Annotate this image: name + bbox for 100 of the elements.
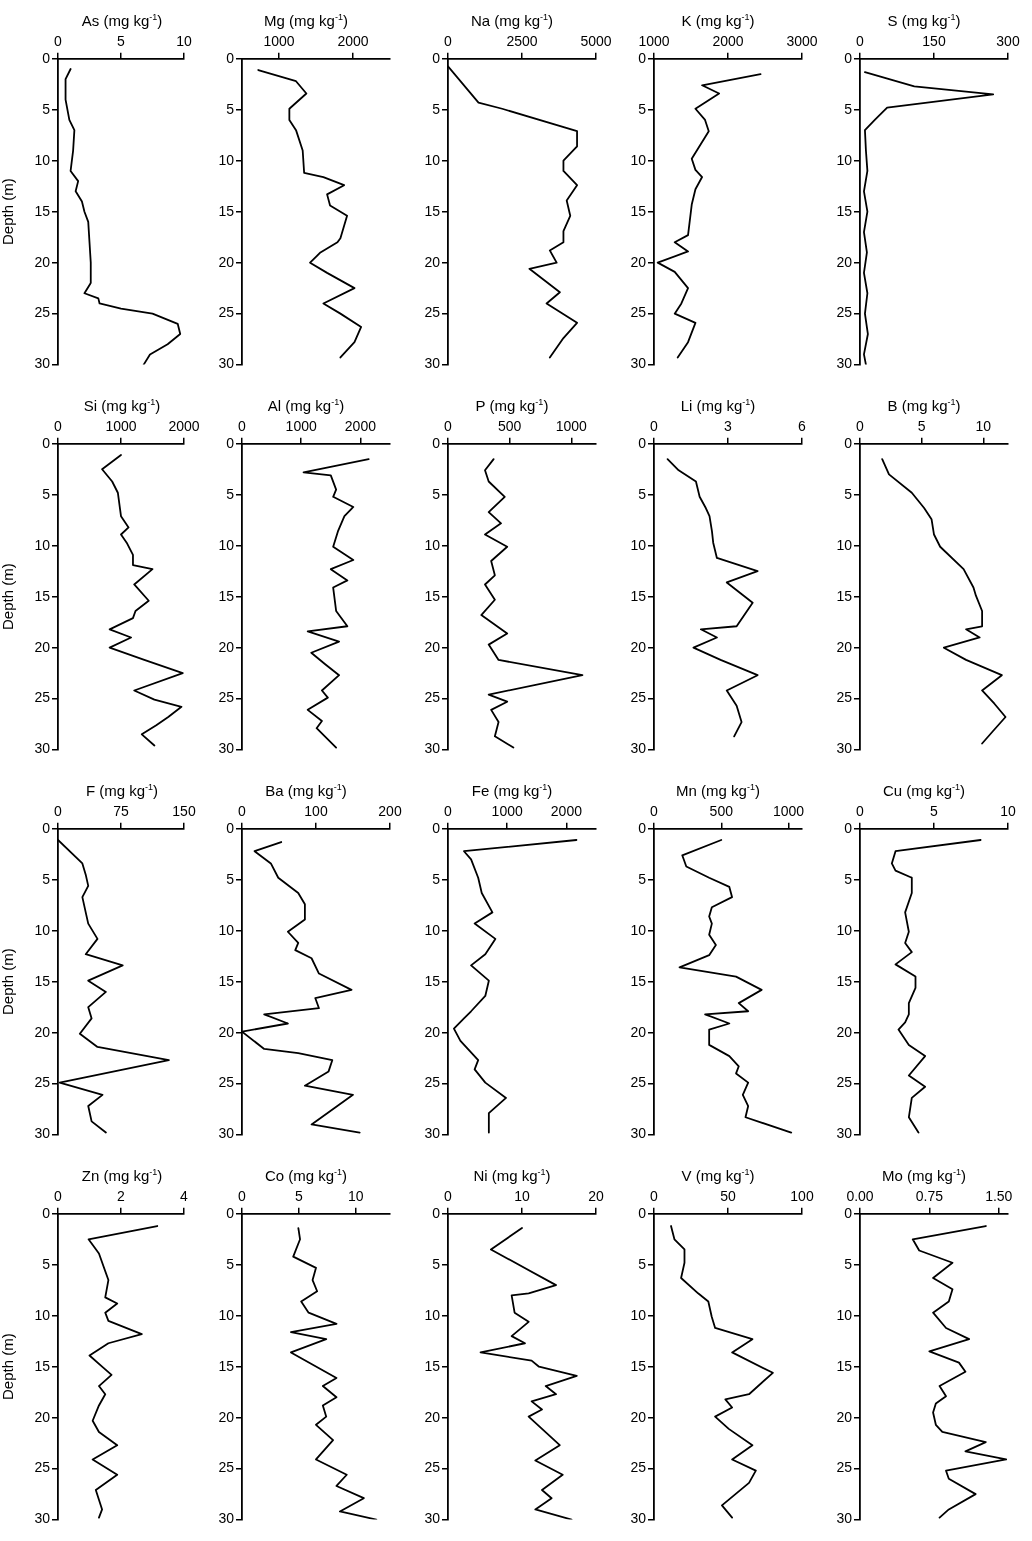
x-tick-label: 500: [497, 418, 522, 435]
y-tick-label: 10: [630, 1306, 647, 1323]
x-tick-label: 10: [975, 418, 992, 435]
y-tick-label: 0: [42, 49, 51, 66]
x-tick-label: 0: [54, 33, 63, 50]
x-tick-label: 100: [790, 1188, 814, 1205]
x-tick-label: 0: [54, 803, 63, 820]
y-tick-label: 10: [34, 921, 51, 938]
chart-title: Ni (mg kg$^{-1}$): [472, 1166, 552, 1185]
y-tick-label: 5: [844, 870, 853, 887]
x-tick-label: 10: [514, 1188, 530, 1205]
y-tick-label: 5: [226, 870, 235, 887]
x-tick-label: 0.75: [915, 1188, 944, 1205]
y-tick-label: 25: [34, 1074, 51, 1091]
y-tick-label: 5: [844, 1255, 853, 1272]
x-tick-label: 500: [709, 803, 734, 820]
y-tick-label: 30: [424, 355, 441, 372]
y-axis-title: Depth (m): [0, 178, 17, 246]
y-tick-label: 25: [424, 689, 441, 706]
y-tick-label: 5: [844, 485, 853, 502]
y-tick-label: 5: [42, 870, 51, 887]
y-tick-label: 0: [638, 434, 647, 451]
y-tick-label: 15: [836, 202, 853, 219]
x-tick-label: 0: [444, 33, 453, 50]
x-tick-label: 0: [650, 418, 659, 435]
y-tick-label: 0: [432, 49, 441, 66]
chart-title: S (mg kg$^{-1}$): [886, 11, 962, 30]
x-tick-label: 6: [798, 418, 807, 435]
y-tick-label: 25: [34, 304, 51, 321]
y-tick-label: 0: [42, 819, 51, 836]
y-tick-label: 0: [226, 819, 235, 836]
y-tick-label: 10: [424, 1306, 441, 1323]
y-tick-label: 20: [630, 1408, 647, 1425]
x-tick-label: 1000: [638, 33, 670, 50]
y-tick-label: 0: [226, 1204, 235, 1221]
x-tick-label: 0: [444, 803, 453, 820]
x-tick-label: 2000: [712, 33, 744, 50]
x-tick-label: 5: [117, 33, 126, 50]
y-tick-label: 0: [42, 434, 51, 451]
x-tick-label: 5000: [580, 33, 612, 50]
x-tick-label: 3000: [786, 33, 818, 50]
x-tick-label: 2: [117, 1188, 126, 1205]
y-tick-label: 20: [218, 1023, 235, 1040]
y-tick-label: 15: [630, 972, 647, 989]
y-tick-label: 0: [844, 49, 853, 66]
y-tick-label: 30: [630, 1125, 647, 1142]
x-tick-label: 0: [856, 803, 865, 820]
y-axis-title: Depth (m): [0, 563, 17, 631]
y-tick-label: 5: [226, 1255, 235, 1272]
x-tick-label: 3: [724, 418, 733, 435]
y-tick-label: 0: [226, 434, 235, 451]
y-tick-label: 25: [836, 689, 853, 706]
chart-title: Al (mg kg$^{-1}$): [266, 396, 346, 415]
y-tick-label: 30: [836, 355, 853, 372]
x-tick-label: 2000: [550, 803, 583, 820]
y-tick-label: 10: [218, 151, 235, 168]
y-tick-label: 30: [34, 355, 51, 372]
y-tick-label: 25: [836, 1459, 853, 1476]
y-tick-label: 20: [630, 638, 647, 655]
y-tick-label: 25: [630, 304, 647, 321]
y-tick-label: 30: [424, 1510, 441, 1527]
y-tick-label: 20: [836, 1408, 853, 1425]
x-tick-label: 10: [176, 33, 192, 50]
chart-title: Co (mg kg$^{-1}$): [263, 1166, 349, 1185]
chart-title: B (mg kg$^{-1}$): [886, 396, 962, 415]
x-tick-label: 300: [996, 33, 1020, 50]
y-tick-label: 15: [424, 1357, 441, 1374]
y-tick-label: 30: [836, 1510, 853, 1527]
y-tick-label: 5: [432, 1255, 441, 1272]
y-tick-label: 5: [844, 100, 853, 117]
y-tick-label: 20: [424, 253, 441, 270]
y-tick-label: 5: [226, 485, 235, 502]
y-tick-label: 20: [836, 638, 853, 655]
x-tick-label: 100: [304, 803, 328, 820]
y-tick-label: 0: [42, 1204, 51, 1221]
y-axis-title: Depth (m): [0, 948, 17, 1016]
x-tick-label: 20: [588, 1188, 604, 1205]
x-tick-label: 2000: [344, 418, 377, 435]
x-tick-label: 200: [378, 803, 402, 820]
y-tick-label: 20: [218, 253, 235, 270]
x-tick-label: 5: [930, 803, 939, 820]
y-tick-label: 30: [218, 1510, 235, 1527]
y-tick-label: 25: [836, 1074, 853, 1091]
x-tick-label: 2000: [168, 418, 200, 435]
chart-title: As (mg kg$^{-1}$): [80, 11, 164, 30]
chart-title: F (mg kg$^{-1}$): [84, 781, 160, 800]
y-tick-label: 5: [638, 485, 647, 502]
y-tick-label: 15: [424, 587, 441, 604]
x-tick-label: 1000: [105, 418, 137, 435]
y-tick-label: 20: [836, 1023, 853, 1040]
y-tick-label: 15: [836, 587, 853, 604]
y-tick-label: 25: [218, 689, 235, 706]
y-tick-label: 20: [836, 253, 853, 270]
y-tick-label: 0: [432, 819, 441, 836]
y-tick-label: 25: [630, 689, 647, 706]
y-tick-label: 15: [218, 202, 235, 219]
y-tick-label: 10: [218, 1306, 235, 1323]
x-tick-label: 1000: [491, 803, 523, 820]
x-tick-label: 0: [238, 418, 247, 435]
x-tick-label: 75: [113, 803, 129, 820]
